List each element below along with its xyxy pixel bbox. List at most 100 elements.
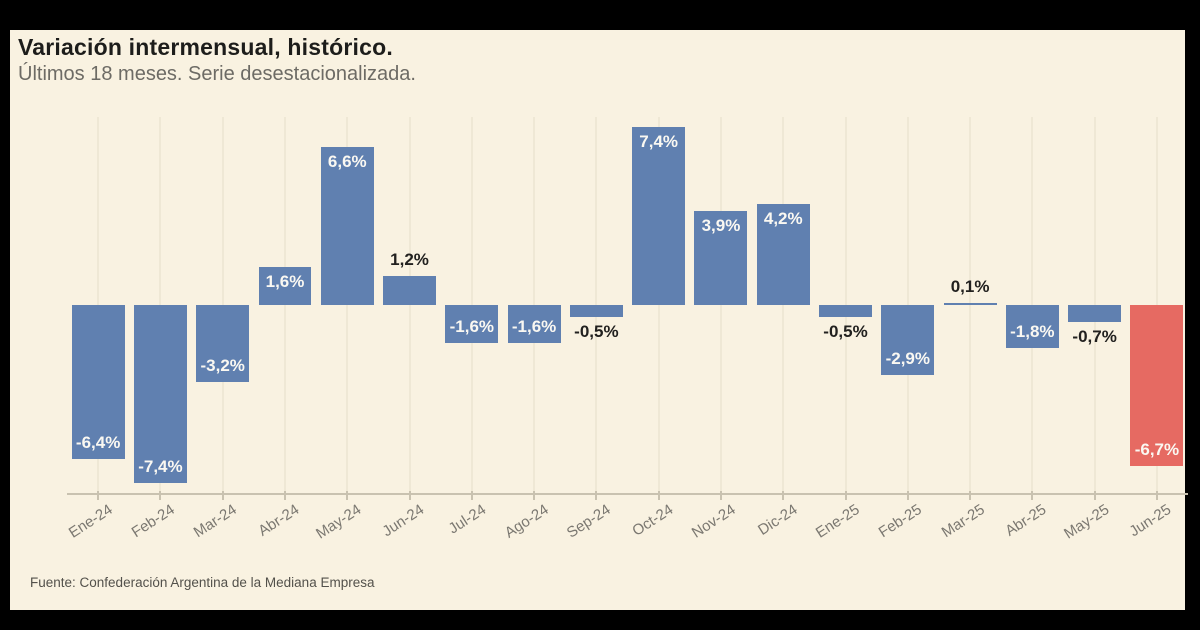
- bar-feb-25: [881, 305, 935, 375]
- value-label: -0,5%: [574, 322, 619, 341]
- bar-ene-25: [819, 305, 872, 317]
- source-note: Fuente: Confederación Argentina de la Me…: [30, 575, 375, 590]
- bar-may-24: [320, 146, 374, 305]
- axis-tick: [533, 491, 536, 500]
- chart-column: -0,5% Sep-24: [564, 117, 627, 542]
- bar-feb-24: [133, 305, 187, 483]
- chart-card: Variación intermensual, histórico. Últim…: [10, 30, 1188, 610]
- chart-column: 0,1% Mar-25: [938, 117, 1001, 541]
- bar-dic-24: [756, 204, 810, 305]
- axis-tick: [719, 491, 722, 500]
- chart-column: -7,4% Feb-24: [129, 117, 191, 541]
- axis-label-abr-24: Abr-24: [255, 501, 303, 540]
- chart-column: -6,4% Ene-24: [66, 117, 129, 542]
- bar-oct-24: [632, 127, 686, 305]
- axis-label-feb-25: Feb-25: [875, 501, 926, 542]
- axis-tick: [595, 491, 598, 500]
- axis-tick: [221, 491, 224, 500]
- value-label: -1,6%: [511, 317, 557, 337]
- axis-tick: [283, 491, 286, 500]
- chart-column: -6,7% Jun-25: [1126, 117, 1188, 540]
- axis-label-sep-24: Sep-24: [563, 501, 614, 542]
- axis-label-feb-24: Feb-24: [128, 501, 178, 542]
- chart-column: 1,6% Abr-24: [254, 117, 316, 540]
- chart-column: 1,2% Jun-24: [378, 117, 440, 540]
- bar-ago-24: [507, 305, 561, 344]
- page-subtitle: Últimos 18 meses. Serie desestacionaliza…: [18, 63, 416, 85]
- bar-mar-25: [943, 302, 997, 305]
- gridline: [782, 117, 785, 493]
- value-label: 0,1%: [950, 276, 990, 296]
- axis-tick: [97, 491, 100, 500]
- axis-label-may-25: May-25: [1060, 501, 1112, 543]
- gridline: [283, 117, 286, 493]
- chart-column: -1,6% Ago-24: [502, 117, 565, 542]
- chart-column: 3,9% Nov-24: [688, 117, 752, 542]
- axis-label-jul-24: Jul-24: [445, 501, 490, 538]
- chart-column: -0,5% Ene-25: [813, 117, 876, 542]
- axis-label-abr-25: Abr-25: [1002, 501, 1050, 540]
- axis-tick: [159, 491, 162, 500]
- axis-label-jun-25: Jun-25: [1126, 501, 1175, 541]
- value-label: 4,2%: [763, 209, 803, 229]
- value-label: -1,6%: [449, 317, 495, 337]
- axis-tick: [470, 491, 473, 500]
- axis-tick: [782, 491, 785, 500]
- gridline: [346, 117, 349, 493]
- bar-mar-24: [196, 305, 250, 382]
- axis-tick: [906, 491, 909, 500]
- gridline: [719, 117, 722, 493]
- bar-ene-24: [71, 305, 125, 459]
- axis-tick: [1031, 491, 1034, 500]
- axis-label-oct-24: Oct-24: [628, 501, 676, 540]
- chart-column: 4,2% Dic-24: [752, 117, 814, 539]
- chart-column: -0,7% May-25: [1061, 117, 1126, 543]
- value-label: -0,7%: [1072, 326, 1117, 346]
- chart-column: 7,4% Oct-24: [628, 117, 690, 540]
- value-label: -1,8%: [1010, 322, 1055, 342]
- axis-label-nov-24: Nov-24: [688, 501, 739, 542]
- axis-tick: [844, 491, 847, 500]
- bar-jul-24: [445, 305, 499, 344]
- axis-label-dic-24: Dic-24: [754, 501, 801, 539]
- axis-label-mar-25: Mar-25: [938, 501, 988, 542]
- value-label: 1,2%: [390, 250, 429, 270]
- chart-column: -1,8% Abr-25: [1001, 117, 1063, 540]
- value-label: 6,6%: [327, 151, 367, 171]
- value-label: 7,4%: [639, 132, 679, 152]
- bar-abr-25: [1005, 305, 1059, 349]
- axis-tick: [1093, 491, 1096, 500]
- axis-label-ago-24: Ago-24: [501, 501, 552, 542]
- plot-area: -6,4% Ene-24 -7,4% Feb-24 -3,2% Mar-24 1,6% Abr…: [66, 117, 1188, 543]
- axis-label-ene-24: Ene-24: [65, 501, 116, 542]
- value-label: 1,6%: [265, 271, 305, 291]
- axis-label-ene-25: Ene-25: [812, 501, 863, 542]
- gridline: [408, 117, 411, 493]
- axis-label-jun-24: Jun-24: [379, 501, 427, 541]
- bar-abr-24: [258, 266, 312, 305]
- bar-sep-24: [569, 305, 623, 317]
- value-label: -6,7%: [1134, 439, 1180, 459]
- page-title: Variación intermensual, histórico.: [18, 34, 393, 60]
- value-label: 3,9%: [701, 216, 741, 236]
- axis-tick: [346, 491, 349, 500]
- chart-column: 6,6% May-24: [313, 117, 378, 543]
- axis-tick: [1155, 491, 1158, 500]
- value-label: -3,2%: [200, 355, 245, 375]
- chart-column: -1,6% Jul-24: [441, 117, 503, 538]
- bar-jun-24: [383, 276, 436, 305]
- bar-may-25: [1068, 305, 1122, 322]
- value-label: -0,5%: [823, 322, 868, 341]
- chart-column: -3,2% Mar-24: [191, 117, 254, 541]
- value-label: -2,9%: [885, 348, 930, 368]
- gridline: [969, 117, 972, 493]
- axis-tick: [657, 491, 660, 500]
- value-label: -7,4%: [138, 456, 183, 476]
- axis-label-mar-24: Mar-24: [190, 501, 240, 542]
- bar-nov-24: [694, 211, 748, 305]
- chart-column: -2,9% Feb-25: [876, 117, 939, 541]
- gridline: [657, 117, 660, 493]
- axis-label-may-24: May-24: [313, 501, 365, 543]
- axis-tick: [969, 491, 972, 500]
